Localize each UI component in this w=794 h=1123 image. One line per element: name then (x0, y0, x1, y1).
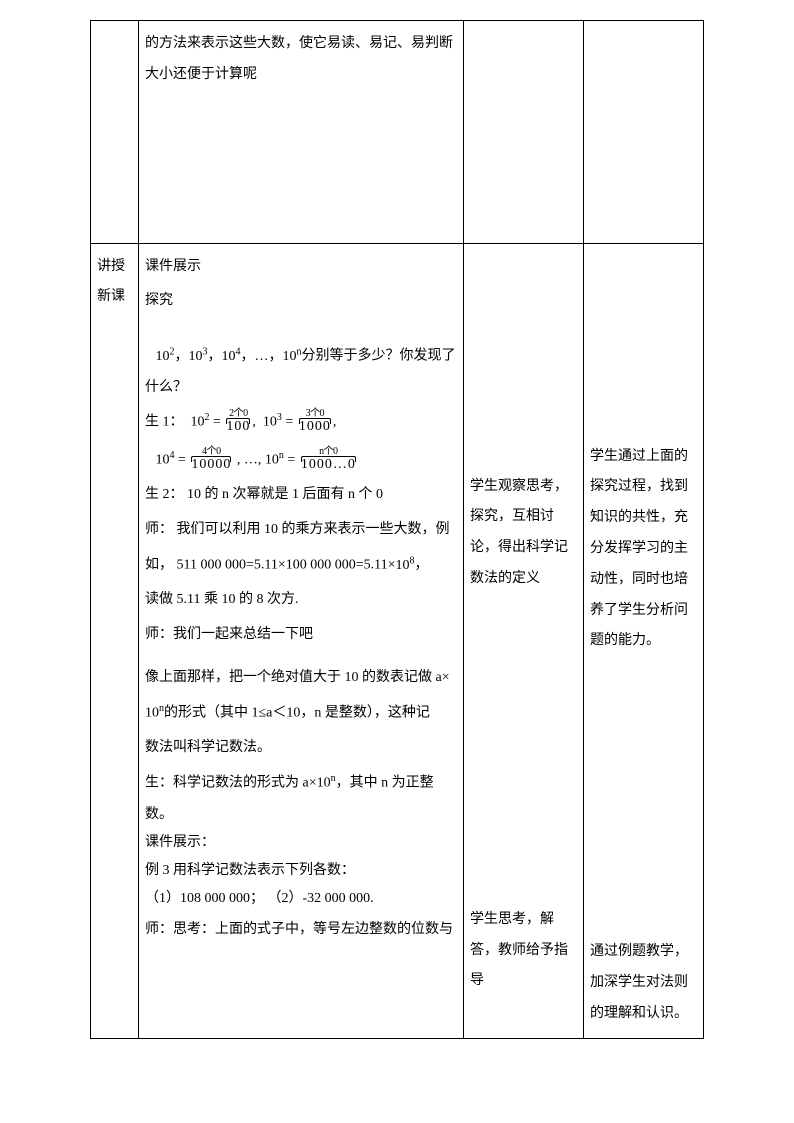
text-content: 数法叫科学记数法。 (145, 733, 457, 764)
activity-text: 学生观察思考，探究，互相讨论，得出科学记数法的定义 (470, 472, 577, 595)
stage-label-1: 讲授 (97, 252, 132, 283)
table-row: 讲授 新课 课件展示 探究 102，103，104，…，10n分别等于多少？你发… (91, 243, 704, 1038)
text-content: 师： 我们可以利用 10 的乘方来表示一些大数，例 (145, 515, 457, 546)
text-content: 数。 (145, 803, 457, 827)
cell-stage-1 (91, 21, 139, 244)
text-content: 的方法来表示这些大数，使它易读、易记、易判断大小还便于计算呢 (145, 29, 457, 91)
text-content: 例 3 用科学记数法表示下列各数： (145, 859, 457, 883)
cell-intent-2: 学生通过上面的探究过程，找到知识的共性，充分发挥学习的主动性，同时也培养了学生分… (584, 243, 704, 1038)
math-expression: 如， 511 000 000=5.11×100 000 000=5.11×108… (145, 550, 457, 581)
stage-label-2: 新课 (97, 282, 132, 313)
cell-content-1: 的方法来表示这些大数，使它易读、易记、易判断大小还便于计算呢 (139, 21, 464, 244)
table-row: 的方法来表示这些大数，使它易读、易记、易判断大小还便于计算呢 (91, 21, 704, 244)
cell-content-2: 课件展示 探究 102，103，104，…，10n分别等于多少？你发现了什么？ … (139, 243, 464, 1038)
cell-activity-2: 学生观察思考，探究，互相讨论，得出科学记数法的定义 学生思考，解答，教师给予指导 (464, 243, 584, 1038)
math-expression: 生 1： 102 = 2个0100, 103 = 3个01000, (145, 407, 457, 438)
cell-stage-2: 讲授 新课 (91, 243, 139, 1038)
math-expression: 10n的形式（其中 1≤a＜10，n 是整数），这种记 (145, 698, 457, 729)
cell-activity-1 (464, 21, 584, 244)
text-content: 生 2： 10 的 n 次幂就是 1 后面有 n 个 0 (145, 480, 457, 511)
text-content: 课件展示 (145, 252, 457, 283)
text-content: 读做 5.11 乘 10 的 8 次方. (145, 585, 457, 616)
cell-intent-1 (584, 21, 704, 244)
lesson-plan-table: 的方法来表示这些大数，使它易读、易记、易判断大小还便于计算呢 讲授 新课 课件展… (90, 20, 704, 1039)
activity-text: 学生思考，解答，教师给予指导 (470, 905, 577, 997)
math-expression: 104 = 4个010000 , …, 10n = n个01000…0 (145, 445, 457, 476)
intent-text: 学生通过上面的探究过程，找到知识的共性，充分发挥学习的主动性，同时也培养了学生分… (590, 442, 697, 658)
intent-text: 通过例题教学，加深学生对法则的理解和认识。 (590, 937, 697, 1029)
math-expression: 102，103，104，…，10n分别等于多少？你发现了什么？ (145, 341, 457, 403)
text-content: 师：思考：上面的式子中，等号左边整数的位数与 (145, 915, 457, 946)
text-content: 师：我们一起来总结一下吧 (145, 620, 457, 651)
text-content: （1）108 000 000； （2）-32 000 000. (145, 887, 457, 911)
math-expression: 生：科学记数法的形式为 a×10n，其中 n 为正整 (145, 768, 457, 799)
text-content: 像上面那样，把一个绝对值大于 10 的数表记做 a× (145, 663, 457, 694)
text-content: 课件展示： (145, 831, 457, 855)
text-content: 探究 (145, 286, 457, 317)
